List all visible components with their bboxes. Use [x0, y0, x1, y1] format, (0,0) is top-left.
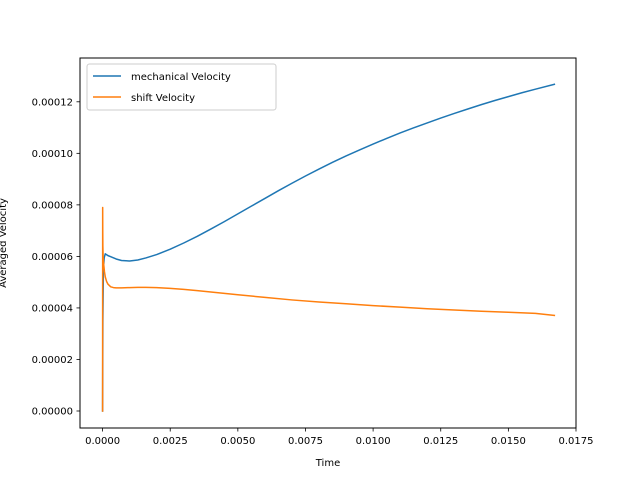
y-tick-label: 0.00006	[32, 252, 73, 263]
legend-label-0: mechanical Velocity	[131, 72, 231, 83]
y-tick-label: 0.00012	[32, 97, 73, 108]
legend: mechanical Velocity shift Velocity	[86, 63, 277, 111]
x-tick-label: 0.0100	[356, 436, 391, 447]
y-tick-label: 0.00000	[32, 407, 73, 418]
x-tick-label: 0.0125	[423, 436, 458, 447]
x-tick-label: 0.0150	[491, 436, 526, 447]
y-tick-label: 0.00004	[32, 304, 73, 315]
y-axis: 0.00000 0.00002 0.00004 0.00006 0.00008 0.000…	[32, 97, 80, 418]
x-axis-label: Time	[315, 458, 340, 469]
legend-box	[86, 63, 277, 111]
x-tick-label: 0.0075	[288, 436, 323, 447]
y-tick-label: 0.00010	[32, 149, 73, 160]
series-line-0	[101, 83, 556, 412]
x-tick-label: 0.0000	[85, 436, 120, 447]
y-tick-label: 0.00008	[32, 200, 73, 211]
x-tick-label: 0.0025	[153, 436, 188, 447]
y-axis-label: Averaged Velocity	[0, 198, 9, 288]
y-tick-label: 0.00002	[32, 355, 73, 366]
legend-label-1: shift Velocity	[131, 93, 195, 104]
series-line-1	[101, 206, 556, 412]
series-layer	[101, 83, 556, 412]
x-tick-label: 0.0175	[559, 436, 594, 447]
x-axis: 0.0000 0.0025 0.0050 0.0075 0.0100 0.0125 0.01…	[85, 428, 594, 447]
plot-area-frame	[79, 57, 577, 429]
x-tick-label: 0.0050	[220, 436, 255, 447]
